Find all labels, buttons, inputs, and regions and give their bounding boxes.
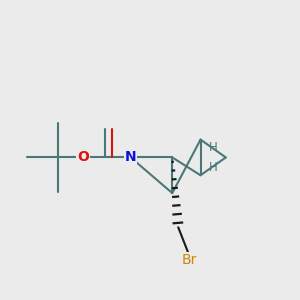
Text: N: N — [125, 150, 136, 164]
Text: H: H — [209, 161, 218, 174]
Text: O: O — [77, 150, 89, 164]
Text: H: H — [209, 140, 218, 154]
Text: Br: Br — [182, 253, 197, 267]
